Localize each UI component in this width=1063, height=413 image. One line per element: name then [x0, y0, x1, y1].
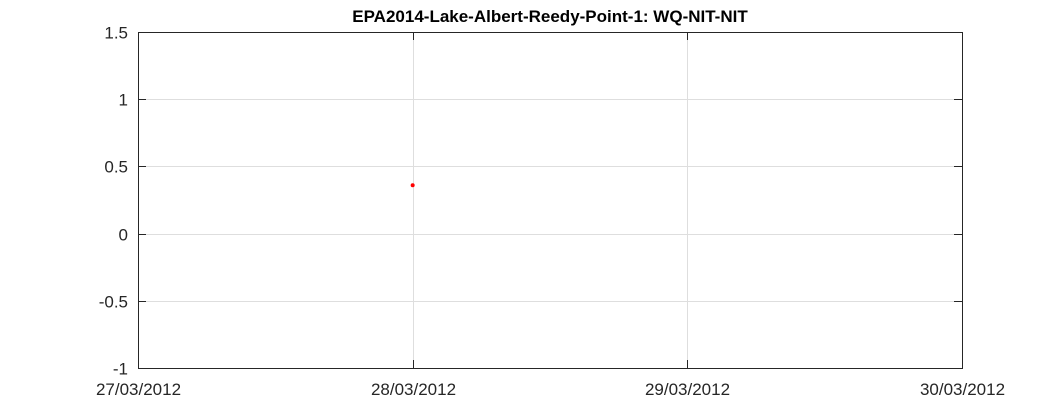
y-tick-label: 0.5: [104, 158, 128, 177]
x-tick-label: 29/03/2012: [645, 380, 730, 399]
x-tick-label: 27/03/2012: [96, 380, 181, 399]
chart-title: EPA2014-Lake-Albert-Reedy-Point-1: WQ-NI…: [352, 7, 748, 26]
tick-labels: 27/03/2012 28/03/2012 29/03/2012 30/03/2012…: [96, 24, 1005, 400]
grid-lines: [138, 32, 963, 369]
y-tick-label: 1.5: [104, 24, 128, 43]
y-tick-label: 0: [119, 226, 128, 245]
y-tick-label: -1: [113, 360, 128, 379]
axis-ticks: [138, 32, 963, 369]
axes-frame: [138, 32, 963, 369]
x-tick-label: 30/03/2012: [920, 380, 1005, 399]
y-tick-label: 1: [119, 91, 128, 110]
data-point: [410, 183, 415, 188]
y-tick-label: -0.5: [99, 293, 128, 312]
data-points: [410, 183, 415, 188]
x-tick-label: 28/03/2012: [371, 380, 456, 399]
